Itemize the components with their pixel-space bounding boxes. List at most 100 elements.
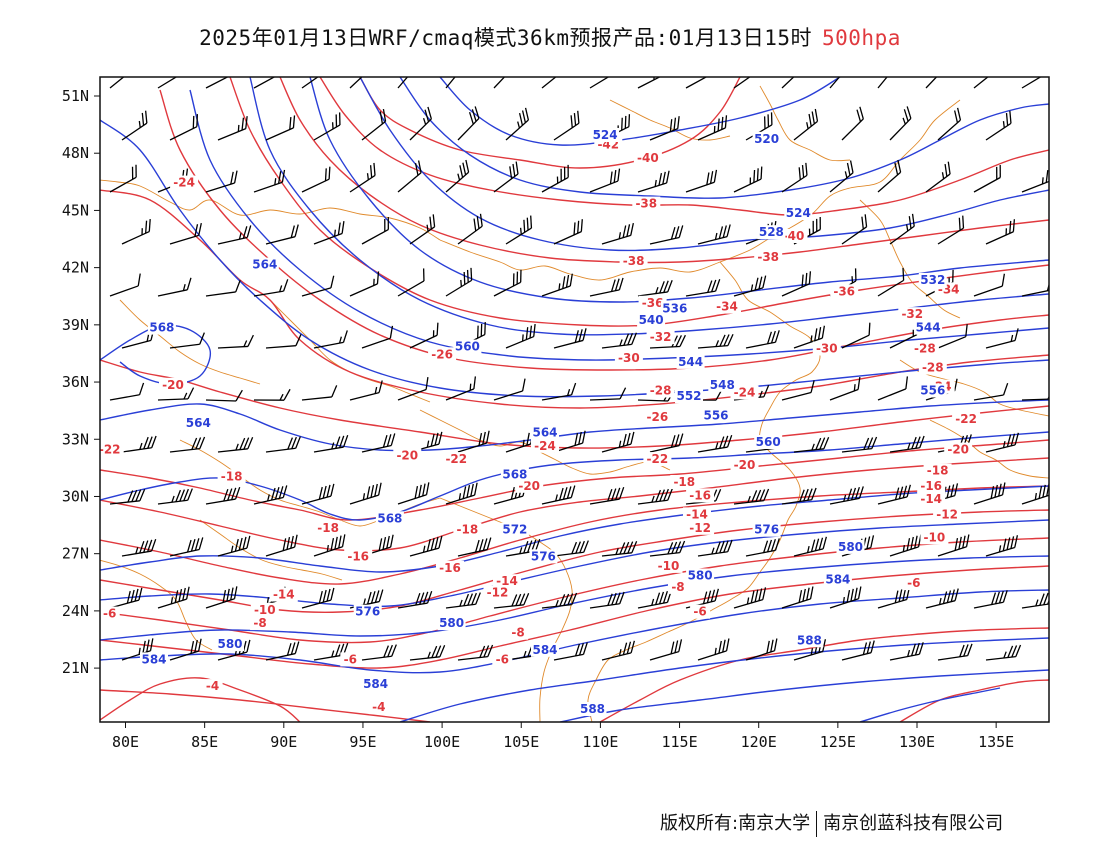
height-label: 572 [502, 523, 527, 537]
wind-barb [169, 638, 202, 661]
height-label-bg [591, 128, 620, 142]
wind-barb [601, 223, 634, 245]
height-label-bg [784, 206, 813, 221]
wind-barb [1021, 77, 1049, 89]
wind-barb [985, 219, 1016, 245]
height-label: 564 [532, 425, 557, 439]
wind-barb [445, 376, 477, 401]
wind-barb [745, 538, 780, 557]
wind-barb [409, 106, 432, 141]
height-label-bg [918, 272, 947, 287]
height-label: 584 [363, 677, 388, 691]
wind-barb [781, 271, 812, 297]
wind-barb [745, 638, 778, 661]
temperature-label-bg [944, 442, 973, 457]
temperature-label-bg [670, 475, 699, 489]
wind-barb [205, 279, 241, 297]
height-label-bg [637, 312, 666, 327]
wind-barb [169, 332, 205, 349]
temperature-label: -14 [496, 574, 518, 588]
wind-barb [121, 110, 148, 141]
wind-barb [121, 538, 157, 557]
lat-label: 45N [62, 201, 89, 219]
temperature-label: -18 [673, 475, 695, 489]
height-label-bg [437, 616, 466, 631]
wind-barb [397, 377, 429, 401]
wind-barb [685, 169, 718, 193]
wind-barb [589, 387, 627, 401]
wind-barb [541, 77, 566, 89]
wind-barb [601, 540, 638, 557]
temperature-label-bg [442, 452, 471, 467]
temperature-label-bg [493, 574, 521, 589]
height-label: 584 [825, 572, 850, 586]
temperature-label-bg [436, 560, 464, 575]
temperature-label-bg [920, 530, 949, 545]
height-label: 576 [531, 549, 556, 563]
height-label: 528 [759, 225, 784, 239]
wind-barb [445, 77, 466, 89]
lat-label: 39N [62, 316, 89, 334]
height-label: 580 [688, 569, 713, 583]
temperature-label-bg [917, 478, 946, 493]
wind-barb [829, 77, 850, 89]
temperature-label: -22 [445, 452, 467, 466]
height-label: 584 [532, 643, 557, 657]
temperature-label-bg [614, 351, 643, 366]
wind-barb [109, 164, 137, 193]
height-label: 532 [920, 273, 945, 287]
temperature-label: -4 [372, 700, 385, 714]
wind-barb [781, 162, 808, 193]
temperature-contour [159, 89, 1049, 371]
height-label: 568 [149, 321, 174, 335]
temperature-label-bg [531, 438, 559, 453]
wind-barb [889, 213, 915, 245]
wind-barb [601, 640, 635, 661]
wind-barb [265, 334, 302, 349]
temperature-label: -6 [344, 652, 357, 666]
wind-barb [637, 488, 673, 505]
temperature-label: -10 [254, 603, 276, 617]
temperature-label: -36 [642, 296, 664, 310]
wind-barb [349, 589, 384, 609]
wind-barb [397, 482, 430, 505]
height-label-bg [216, 637, 244, 652]
wind-barb [121, 435, 157, 453]
coastline [119, 299, 261, 385]
wind-barb [877, 77, 898, 89]
wind-barb [349, 380, 383, 401]
wind-barb [313, 434, 349, 453]
height-label: 524 [786, 206, 811, 220]
temperature-label-bg [686, 488, 715, 503]
height-contour [100, 519, 1049, 608]
height-label-bg [836, 539, 865, 554]
wind-barb [601, 431, 635, 453]
height-contour [100, 324, 212, 385]
coastline [439, 99, 961, 281]
lon-label: 110E [582, 733, 618, 751]
wind-barb [265, 115, 296, 141]
height-contour [100, 485, 1049, 573]
wind-barb [649, 116, 680, 141]
height-label: 564 [186, 416, 211, 430]
height-label-bg [361, 677, 390, 692]
temperature-label: -34 [716, 300, 738, 314]
copyright-right: 南京创蓝科技有限公司 [823, 813, 1004, 834]
temperature-label: -30 [618, 351, 640, 365]
temperature-label-bg [202, 679, 223, 694]
wind-barb [205, 486, 241, 505]
coastline [199, 519, 343, 581]
wind-barb [589, 168, 621, 193]
wind-barb [649, 334, 686, 349]
wind-barb [457, 106, 480, 141]
height-label: 560 [756, 435, 781, 449]
wind-barb [781, 380, 815, 401]
height-label: 548 [710, 378, 735, 392]
temperature-label: -6 [693, 605, 706, 619]
wind-barb [589, 486, 625, 505]
temperature-label: -28 [650, 384, 672, 398]
coastline [419, 409, 671, 475]
wind-barb [697, 115, 728, 141]
title-text: 2025年01月13日WRF/cmaq模式36km预报产品:01月13日15时 [199, 26, 812, 50]
